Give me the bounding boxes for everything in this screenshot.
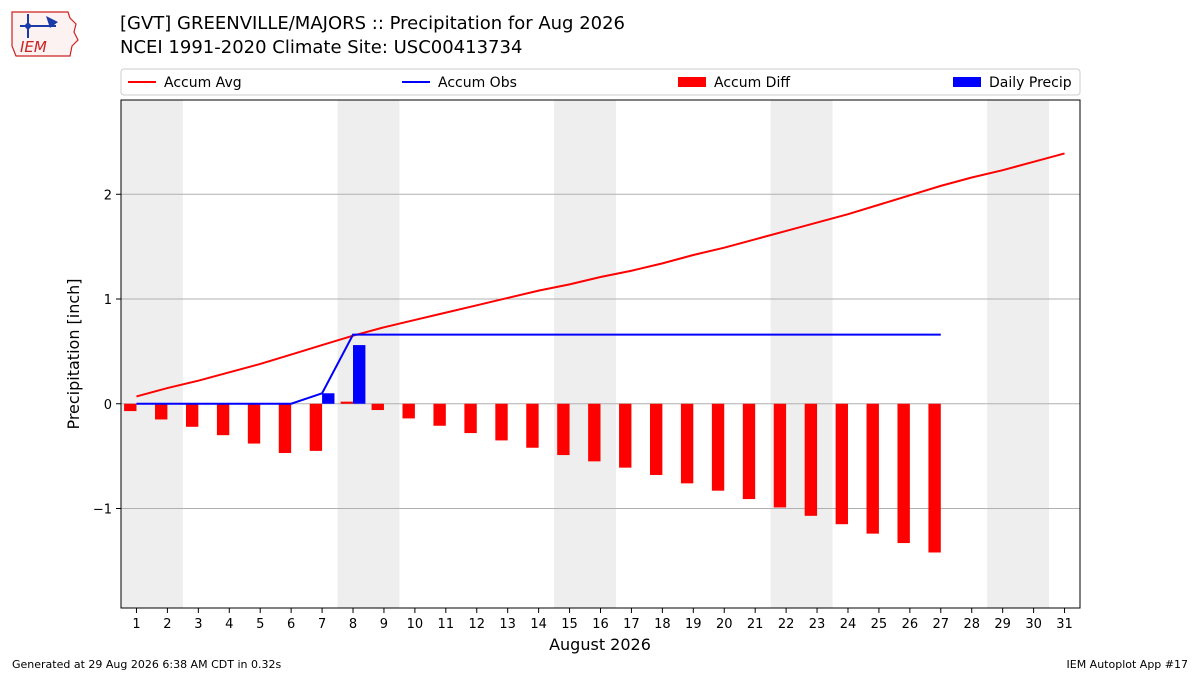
x-tick-label-23: 23 bbox=[809, 617, 826, 632]
accum-diff-bar-24 bbox=[835, 403, 848, 525]
x-tick-label-12: 12 bbox=[468, 617, 485, 632]
x-tick-label-17: 17 bbox=[623, 617, 640, 632]
accum-diff-bar-15 bbox=[557, 403, 570, 456]
weekend-band-1 bbox=[337, 100, 400, 608]
accum-diff-bar-22 bbox=[773, 403, 787, 508]
y-tick-label--1: −1 bbox=[93, 502, 112, 517]
daily-precip-bar-7 bbox=[322, 393, 335, 404]
accum-diff-bar-14 bbox=[526, 403, 539, 448]
x-tick-label-6: 6 bbox=[287, 617, 295, 632]
accum-diff-bar-9 bbox=[371, 403, 384, 411]
y-tick-label-0: 0 bbox=[104, 398, 112, 413]
x-tick-label-3: 3 bbox=[194, 617, 202, 632]
accum-diff-bar-18 bbox=[649, 403, 663, 475]
accum-diff-bars bbox=[124, 401, 941, 553]
accum-diff-bar-17 bbox=[619, 403, 632, 468]
legend-swatch-accum-diff bbox=[678, 77, 706, 87]
y-tick-label-1: 1 bbox=[104, 293, 112, 308]
accum-diff-bar-10 bbox=[402, 403, 415, 419]
y-axis-ticks: −1 0 1 2 bbox=[93, 188, 121, 517]
accum-diff-bar-8 bbox=[340, 401, 354, 404]
accum-diff-bar-7 bbox=[309, 403, 323, 451]
x-tick-label-1: 1 bbox=[132, 617, 140, 632]
x-tick-label-14: 14 bbox=[530, 617, 547, 632]
x-tick-label-24: 24 bbox=[840, 617, 857, 632]
x-tick-label-27: 27 bbox=[933, 617, 950, 632]
legend: Accum Avg Accum Obs Accum Diff Daily Precip bbox=[120, 68, 1081, 96]
legend-label-accum-obs: Accum Obs bbox=[438, 75, 517, 91]
weekend-band-2 bbox=[554, 100, 616, 608]
accum-obs-line bbox=[136, 333, 941, 405]
x-tick-label-18: 18 bbox=[654, 617, 671, 632]
x-tick-label-31: 31 bbox=[1056, 617, 1073, 632]
x-tick-label-15: 15 bbox=[561, 617, 578, 632]
x-axis-ticks: 1 2 3 4 5 6 7 8 9 10 11 12 13 14 15 16 17 18 19 20 21 22 23 24 2… bbox=[132, 608, 1073, 632]
accum-diff-bar-23 bbox=[804, 403, 818, 516]
y-axis-label: Precipitation [inch] bbox=[64, 278, 83, 429]
x-tick-label-8: 8 bbox=[349, 617, 357, 632]
x-tick-label-16: 16 bbox=[592, 617, 609, 632]
accum-diff-bar-21 bbox=[742, 403, 756, 500]
x-axis-label: August 2026 bbox=[549, 635, 651, 654]
weekend-band-3 bbox=[770, 100, 833, 608]
chart-subtitle: NCEI 1991-2020 Climate Site: USC00413734 bbox=[120, 37, 523, 58]
x-tick-label-28: 28 bbox=[963, 617, 980, 632]
accum-diff-bar-20 bbox=[711, 403, 725, 491]
accum-diff-bar-25 bbox=[866, 403, 879, 534]
accum-diff-bar-3 bbox=[185, 403, 199, 427]
logo-text: IEM bbox=[20, 38, 47, 56]
x-tick-label-26: 26 bbox=[902, 617, 919, 632]
accum-diff-bar-6 bbox=[278, 403, 292, 453]
x-tick-label-11: 11 bbox=[438, 617, 455, 632]
chart-title: [GVT] GREENVILLE/MAJORS :: Precipitation… bbox=[120, 13, 626, 34]
iem-logo[interactable]: IEM bbox=[6, 6, 82, 64]
x-tick-label-29: 29 bbox=[994, 617, 1011, 632]
x-tick-label-19: 19 bbox=[685, 617, 702, 632]
x-tick-label-13: 13 bbox=[499, 617, 516, 632]
daily-precip-bars bbox=[322, 345, 366, 404]
accum-diff-bar-16 bbox=[588, 403, 601, 462]
accum-diff-bar-26 bbox=[897, 403, 910, 544]
x-tick-label-25: 25 bbox=[871, 617, 888, 632]
weekend-band-0 bbox=[121, 100, 183, 608]
accum-diff-bar-13 bbox=[495, 403, 508, 441]
x-tick-label-4: 4 bbox=[225, 617, 233, 632]
accum-diff-bar-11 bbox=[433, 403, 446, 426]
y-tick-label-2: 2 bbox=[104, 188, 112, 203]
x-tick-label-20: 20 bbox=[716, 617, 733, 632]
accum-diff-bar-5 bbox=[247, 403, 261, 444]
x-tick-label-7: 7 bbox=[318, 617, 326, 632]
legend-label-daily-precip: Daily Precip bbox=[989, 75, 1072, 91]
x-tick-label-30: 30 bbox=[1025, 617, 1042, 632]
x-tick-label-2: 2 bbox=[163, 617, 171, 632]
accum-diff-bar-12 bbox=[464, 403, 477, 434]
legend-label-accum-avg: Accum Avg bbox=[164, 75, 242, 91]
x-tick-label-10: 10 bbox=[407, 617, 424, 632]
x-tick-label-22: 22 bbox=[778, 617, 795, 632]
legend-label-accum-diff: Accum Diff bbox=[714, 75, 790, 91]
weekend-band-4 bbox=[987, 100, 1050, 608]
accum-diff-bar-19 bbox=[680, 403, 694, 484]
x-tick-label-5: 5 bbox=[256, 617, 264, 632]
app-label: IEM Autoplot App #17 bbox=[1066, 658, 1189, 671]
legend-swatch-daily-precip bbox=[953, 77, 981, 87]
accum-diff-bar-4 bbox=[216, 403, 230, 436]
x-tick-label-9: 9 bbox=[380, 617, 388, 632]
generated-note: Generated at 29 Aug 2026 6:38 AM CDT in … bbox=[12, 658, 282, 671]
accum-diff-bar-1 bbox=[124, 403, 137, 412]
weekend-bands bbox=[121, 100, 1050, 608]
x-tick-label-21: 21 bbox=[747, 617, 764, 632]
iem-logo-graphic: IEM bbox=[11, 11, 79, 57]
accum-avg-line bbox=[136, 152, 1065, 398]
daily-precip-bar-8 bbox=[353, 345, 366, 404]
series-lines bbox=[136, 152, 1065, 405]
legend-box bbox=[120, 68, 1081, 96]
accum-diff-bar-27 bbox=[928, 403, 941, 553]
accum-diff-bar-2 bbox=[155, 403, 168, 420]
